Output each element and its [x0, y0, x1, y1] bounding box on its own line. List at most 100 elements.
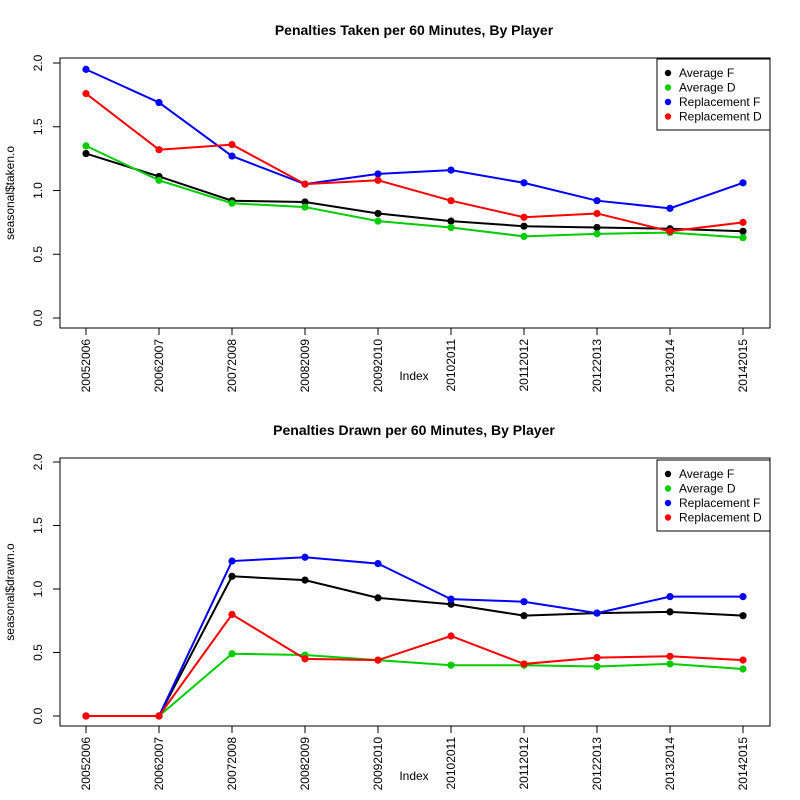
series-line: [86, 556, 743, 717]
x-axis-label: Index: [399, 769, 428, 783]
data-point: [447, 661, 455, 669]
y-tick-label: 0.0: [31, 707, 45, 724]
series-line: [86, 652, 744, 717]
x-tick-label: 20082009: [298, 737, 312, 791]
y-tick-label: 2.0: [31, 54, 45, 71]
data-point: [374, 594, 382, 602]
data-point: [739, 218, 747, 226]
x-tick-label: 20102011: [444, 737, 458, 790]
y-axis-label: seasonal$taken.o: [3, 146, 17, 240]
x-axis-label: Index: [399, 369, 428, 383]
data-point: [155, 712, 163, 720]
x-tick-label: 20092010: [371, 339, 385, 393]
x-tick-label: 20122013: [590, 339, 604, 393]
data-point: [739, 179, 747, 187]
y-axis: 0.0 0.5 1.0 1.5 2.0 seasonal$taken.o: [3, 54, 61, 326]
data-point: [301, 655, 309, 663]
x-tick-label: 20072008: [225, 339, 239, 393]
x-tick-label: 20052006: [79, 737, 93, 791]
data-point: [666, 204, 674, 212]
data-point: [301, 553, 309, 561]
data-point: [374, 656, 382, 664]
data-point: [374, 560, 382, 568]
series-line: [86, 613, 744, 717]
data-point: [447, 595, 455, 603]
data-point: [447, 166, 455, 174]
data-point: [228, 572, 236, 580]
data-point: [228, 650, 236, 658]
series-line: [85, 144, 744, 239]
data-point: [739, 612, 747, 620]
series-line: [85, 92, 744, 233]
data-point: [520, 232, 528, 240]
data-point: [520, 660, 528, 668]
data-point: [374, 209, 382, 218]
data-point: [301, 203, 309, 211]
data-point: [82, 142, 90, 150]
series-replacement-f: [82, 553, 747, 720]
x-tick-label: 20112012: [517, 339, 531, 392]
data-point: [593, 230, 601, 238]
x-tick-label: 20062007: [152, 737, 166, 791]
data-point: [593, 197, 601, 205]
legend-marker: [664, 470, 672, 478]
legend-marker: [664, 514, 672, 521]
legend-marker: [664, 98, 672, 106]
x-axis: 20052006 20062007 20072008 20082009 20092010…: [79, 327, 750, 393]
data-point: [593, 609, 601, 617]
y-tick-label: 0.5: [31, 246, 45, 263]
x-tick-label: 20142015: [736, 737, 750, 791]
data-point: [739, 234, 747, 242]
x-tick-label: 20052006: [79, 339, 93, 393]
data-point: [520, 612, 528, 620]
x-tick-label: 20122013: [590, 737, 604, 791]
data-point: [301, 576, 309, 584]
data-point: [155, 98, 163, 107]
y-axis: 0.0 0.5 1.0 1.5 2.0 seasonal$drawn.o: [3, 453, 61, 724]
data-point: [447, 632, 455, 640]
y-tick-label: 0.5: [31, 644, 45, 661]
x-tick-label: 20062007: [152, 339, 166, 393]
legend-marker: [664, 84, 672, 91]
data-point: [228, 610, 236, 619]
series-line: [85, 68, 744, 210]
legend-marker: [664, 113, 672, 120]
legend-marker: [664, 485, 672, 492]
data-point: [447, 223, 455, 232]
legend-entry: Average F: [679, 66, 734, 80]
data-point: [593, 209, 601, 218]
x-tick-label: 20112012: [517, 737, 531, 790]
chart-panel-1: Penalties Taken per 60 Minutes, By Playe…: [3, 22, 771, 393]
data-point: [374, 217, 382, 225]
y-tick-label: 0.0: [31, 309, 45, 326]
y-tick-label: 1.0: [31, 580, 45, 597]
legend-entry: Replacement D: [679, 110, 762, 124]
legend-marker: [664, 69, 672, 77]
series-average-f: [82, 149, 747, 235]
data-point: [520, 598, 528, 606]
legend-entry: Average D: [679, 81, 736, 95]
data-point: [593, 223, 601, 232]
x-tick-label: 20082009: [298, 339, 312, 393]
data-point: [593, 653, 601, 662]
data-point: [82, 712, 90, 720]
chart-title: Penalties Drawn per 60 Minutes, By Playe…: [273, 422, 555, 438]
data-point: [593, 662, 601, 671]
x-tick-label: 20092010: [371, 737, 385, 791]
data-point: [155, 146, 163, 154]
data-point: [520, 222, 528, 230]
data-point: [447, 197, 455, 205]
data-point: [739, 227, 747, 235]
data-point: [739, 656, 747, 664]
data-point: [228, 141, 236, 149]
data-point: [82, 90, 90, 98]
data-point: [82, 149, 90, 158]
x-tick-label: 20132014: [663, 737, 677, 791]
data-point: [520, 179, 528, 187]
y-tick-label: 1.0: [31, 182, 45, 199]
data-point: [228, 557, 236, 565]
series-replacement-d: [82, 90, 747, 235]
